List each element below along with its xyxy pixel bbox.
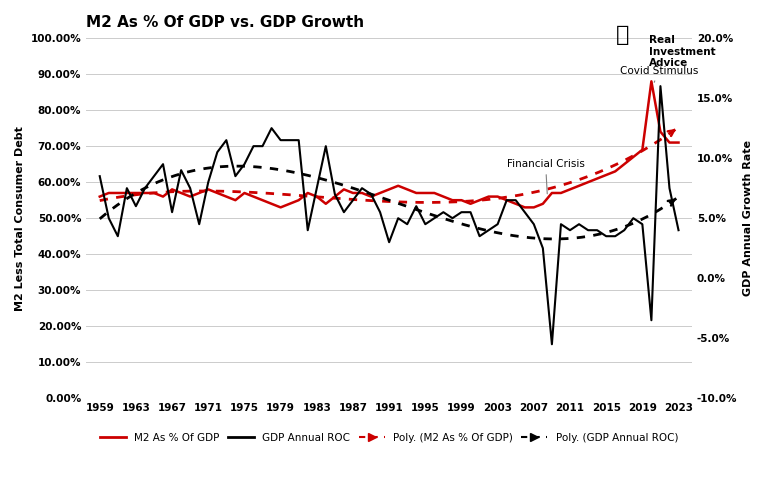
Text: 🦅: 🦅 [615,25,629,45]
Text: Real
Investment
Advice: Real Investment Advice [649,35,716,68]
Legend: M2 As % Of GDP, GDP Annual ROC, Poly. (M2 As % Of GDP), Poly. (GDP Annual ROC): M2 As % Of GDP, GDP Annual ROC, Poly. (M… [96,429,683,447]
Y-axis label: M2 Less Total Consumer Debt: M2 Less Total Consumer Debt [15,126,25,311]
Text: M2 As % Of GDP vs. GDP Growth: M2 As % Of GDP vs. GDP Growth [86,15,364,30]
Text: Financial Crisis: Financial Crisis [507,159,584,194]
Y-axis label: GDP Annual Growth Rate: GDP Annual Growth Rate [743,140,753,296]
Text: Covid Stimulus: Covid Stimulus [620,66,698,82]
